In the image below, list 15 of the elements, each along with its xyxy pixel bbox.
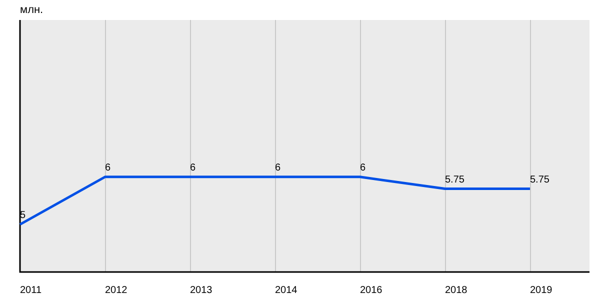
data-label: 5 [20, 210, 26, 222]
data-label: 5.75 [530, 174, 550, 186]
x-tick-label: 2013 [190, 284, 213, 296]
data-label: 6 [190, 162, 196, 174]
x-tick-label: 2016 [360, 284, 383, 296]
x-tick-label: 2011 [20, 284, 42, 296]
y-axis-title: млн. [20, 4, 44, 16]
x-tick-label: 2014 [275, 284, 298, 296]
x-tick-label: 2012 [105, 284, 128, 296]
data-label: 5.75 [445, 174, 465, 186]
data-label: 6 [360, 162, 366, 174]
data-label: 6 [105, 162, 111, 174]
data-label: 6 [275, 162, 281, 174]
x-tick-label: 2019 [530, 284, 553, 296]
x-tick-label: 2018 [445, 284, 468, 296]
